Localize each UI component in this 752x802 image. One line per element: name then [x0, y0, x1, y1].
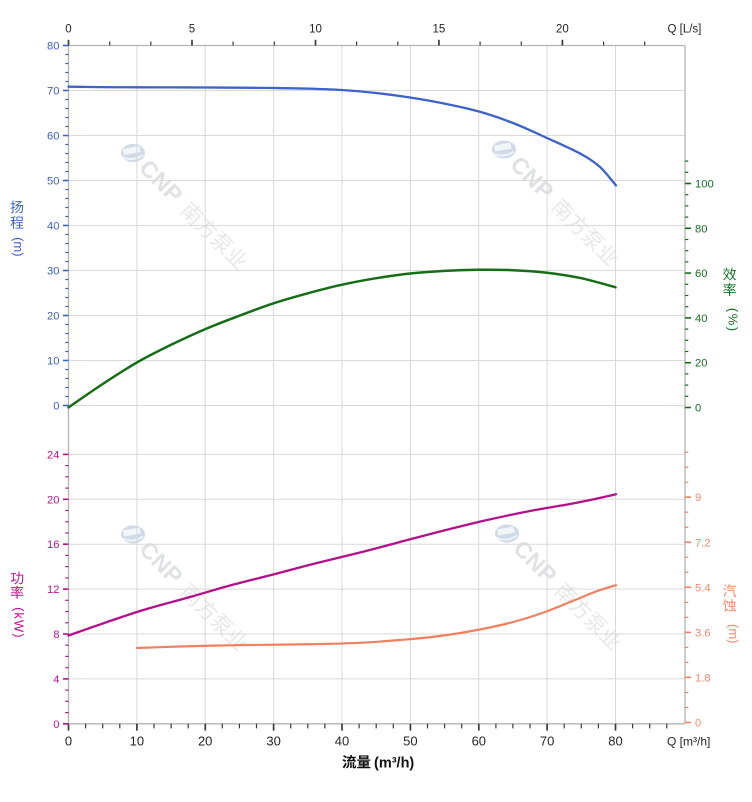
svg-text:(kW): (kW): [12, 607, 27, 638]
svg-text:20: 20: [198, 733, 212, 748]
svg-text:15: 15: [433, 24, 446, 36]
svg-text:24: 24: [47, 449, 59, 461]
svg-text:10: 10: [47, 356, 59, 368]
svg-text:9: 9: [695, 492, 701, 504]
svg-text:1.8: 1.8: [695, 672, 711, 684]
svg-text:50: 50: [47, 176, 59, 188]
svg-text:20: 20: [47, 494, 59, 506]
svg-text:(m³/h): (m³/h): [374, 755, 414, 771]
svg-text:0: 0: [53, 401, 59, 413]
svg-text:0: 0: [53, 719, 59, 731]
svg-text:100: 100: [695, 179, 714, 191]
svg-text:10: 10: [130, 733, 144, 748]
svg-text:3.6: 3.6: [695, 627, 711, 639]
svg-text:60: 60: [47, 131, 59, 143]
svg-text:0: 0: [695, 718, 701, 730]
svg-text:5.4: 5.4: [695, 582, 711, 594]
svg-text:60: 60: [472, 733, 486, 748]
svg-text:0: 0: [695, 403, 701, 415]
svg-text:30: 30: [47, 266, 59, 278]
svg-text:80: 80: [695, 223, 707, 235]
svg-text:50: 50: [403, 733, 417, 748]
svg-text:8: 8: [53, 629, 59, 641]
svg-text:5: 5: [189, 24, 195, 36]
svg-text:0: 0: [65, 733, 72, 748]
svg-text:(%): (%): [726, 308, 741, 333]
svg-text:Q [m³/h]: Q [m³/h]: [667, 734, 710, 748]
svg-text:10: 10: [309, 24, 322, 36]
svg-text:(m): (m): [11, 237, 26, 257]
svg-text:80: 80: [608, 733, 622, 748]
svg-text:20: 20: [47, 311, 59, 323]
svg-text:30: 30: [266, 733, 280, 748]
svg-text:4: 4: [53, 674, 59, 686]
svg-text:70: 70: [47, 86, 59, 98]
svg-text:80: 80: [47, 41, 59, 53]
svg-text:20: 20: [556, 24, 569, 36]
svg-text:7.2: 7.2: [695, 537, 711, 549]
svg-text:70: 70: [540, 733, 554, 748]
svg-text:40: 40: [695, 313, 707, 325]
svg-text:60: 60: [695, 268, 707, 280]
svg-text:0: 0: [65, 24, 71, 36]
svg-text:Q [L/s]: Q [L/s]: [668, 24, 702, 36]
svg-text:16: 16: [47, 539, 59, 551]
svg-text:40: 40: [47, 221, 59, 233]
svg-text:12: 12: [47, 584, 59, 596]
svg-text:20: 20: [695, 358, 707, 370]
svg-text:40: 40: [335, 733, 349, 748]
svg-text:(m): (m): [726, 624, 741, 644]
